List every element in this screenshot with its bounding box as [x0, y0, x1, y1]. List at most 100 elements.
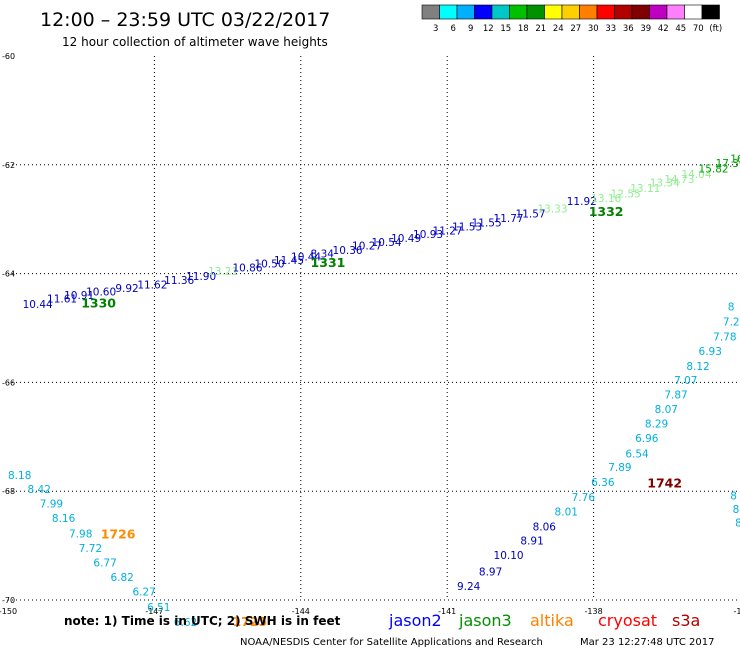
- wave-height-point: 10.60: [86, 286, 116, 298]
- legend-swatch: [614, 4, 633, 20]
- legend-label: 27: [570, 24, 581, 34]
- legend-label: 33: [605, 24, 616, 34]
- pass-time-label: 1726: [101, 527, 136, 542]
- wave-height-point: 7.89: [608, 462, 631, 474]
- wave-height-point: 10.49: [391, 233, 421, 245]
- wave-height-point: 7.76: [572, 492, 596, 504]
- legend-label: 45: [675, 24, 686, 34]
- legend-label: 39: [640, 24, 651, 34]
- legend-swatch: [649, 4, 668, 20]
- wave-height-point: 14.04: [681, 169, 711, 181]
- wave-height-point: 6.77: [93, 557, 116, 569]
- wave-height-point: 11.55: [472, 217, 502, 229]
- wave-height-point: 11.45: [274, 255, 304, 267]
- wave-height-point: 7.72: [79, 543, 102, 555]
- y-tick-label: -68: [2, 487, 15, 496]
- x-tick-label: -141: [438, 607, 456, 616]
- legend-swatch: [421, 4, 440, 20]
- satellite-legend: jason2 jason3 altika cryosat s3a: [388, 611, 700, 630]
- legend-label: 15: [500, 24, 511, 34]
- wave-height-point: 8.07: [655, 404, 678, 416]
- legend-label: 30: [588, 24, 599, 34]
- wave-height-point: 8.29: [645, 419, 668, 431]
- legend-swatch: [666, 4, 685, 20]
- wave-height-point: 7.78: [713, 332, 736, 344]
- color-scale-legend: 3 6 9 12 15 18 21 24 27 30 33 36 39 42 45 70 (ft): [421, 4, 722, 34]
- wave-height-point: 16.81: [730, 154, 740, 166]
- wave-height-point: 10.27: [352, 241, 382, 253]
- legend-swatch: [491, 4, 510, 20]
- wave-height-point: 8: [735, 518, 740, 530]
- wave-height-point: 10.54: [372, 237, 402, 249]
- wave-height-point: 8: [730, 490, 737, 502]
- wave-height-point: 10.93: [413, 229, 443, 241]
- wave-height-point: 7.2: [723, 316, 740, 328]
- legend-label: 70: [693, 24, 704, 34]
- wave-height-point: 8.16: [52, 513, 76, 525]
- legend-swatch: [579, 4, 598, 20]
- wave-height-point: 6.96: [635, 433, 659, 445]
- satellite-legend-cryosat: cryosat: [598, 611, 657, 630]
- wave-height-point: 10.36: [333, 245, 363, 257]
- pass-time-label: 1330: [81, 295, 116, 310]
- x-tick-label: -138: [585, 607, 603, 616]
- wave-height-point: 8.18: [8, 470, 31, 482]
- legend-swatch: [544, 4, 563, 20]
- legend-swatch: [509, 4, 528, 20]
- wave-height-point: 7.98: [69, 528, 92, 540]
- wave-height-point: 7.99: [40, 499, 63, 511]
- wave-height-point: 8.97: [479, 567, 502, 579]
- wave-height-point: 6.36: [591, 477, 615, 489]
- wave-height-point: 6.54: [625, 448, 649, 460]
- wave-height-point: 13.21: [208, 266, 238, 278]
- legend-label: 42: [658, 24, 669, 34]
- wave-height-point: 8.06: [533, 521, 557, 533]
- footer-credit: NOAA/NESDIS Center for Satellite Applica…: [240, 637, 543, 648]
- wave-height-point: 8.91: [520, 536, 543, 548]
- legend-swatch: [474, 4, 493, 20]
- wave-height-point: 9.24: [457, 581, 481, 593]
- wave-height-point: 8.01: [555, 507, 578, 519]
- y-tick-label: -64: [2, 270, 15, 279]
- satellite-legend-altika: altika: [530, 611, 574, 630]
- legend-swatch: [526, 4, 545, 20]
- chart-title: 12:00 – 23:59 UTC 03/22/2017: [40, 9, 330, 31]
- y-tick-label: -62: [2, 161, 15, 170]
- wave-height-point: 10.10: [494, 550, 524, 562]
- x-tick-label: -13: [733, 607, 740, 616]
- wave-height-point: 8.42: [28, 484, 51, 496]
- x-tick-label: -144: [292, 607, 310, 616]
- tick-layer: -60-62-64-66-68-70-150 -147 -144 -141 -138 -1…: [0, 52, 740, 616]
- wave-height-point: 10.44: [291, 252, 321, 264]
- legend-swatch: [631, 4, 650, 20]
- footer-timestamp: Mar 23 12:27:48 UTC 2017: [580, 637, 715, 648]
- legend-swatch: [596, 4, 615, 20]
- wave-height-point: 6.82: [110, 572, 133, 584]
- wave-height-point: 11.61: [47, 293, 77, 305]
- wave-height-point: 10.44: [23, 299, 53, 311]
- y-tick-label: -66: [2, 378, 15, 387]
- legend-label: 3: [433, 24, 438, 34]
- wave-height-point: 6.62: [174, 617, 197, 629]
- x-tick-label: -150: [0, 607, 17, 616]
- wave-height-point: 11.57: [516, 209, 546, 221]
- grid-layer: [8, 56, 740, 601]
- y-tick-label: -70: [2, 596, 15, 605]
- wave-height-point: 14.73: [664, 174, 694, 186]
- wave-height-point: 8.34: [311, 248, 335, 260]
- wave-height-point: 15.82: [699, 163, 729, 175]
- time-label-layer: 1330 1331 1332 1726 1725 1742: [81, 204, 682, 629]
- y-tick-label: -60: [2, 52, 15, 61]
- legend-label: 21: [535, 24, 546, 34]
- wave-height-point: 10.86: [232, 262, 262, 274]
- footer-note: note: 1) Time is in UTC; 2) SWH is in fe…: [64, 614, 341, 628]
- satellite-legend-jason3: jason3: [458, 611, 512, 630]
- wave-height-point: 13.34: [650, 178, 680, 190]
- wave-height-point: 12.55: [611, 188, 641, 200]
- wave-height-point: 6.27: [132, 587, 155, 599]
- wave-height-point: 13.33: [537, 204, 567, 216]
- wave-height-point: 11.27: [433, 225, 463, 237]
- legend-label: 36: [623, 24, 634, 34]
